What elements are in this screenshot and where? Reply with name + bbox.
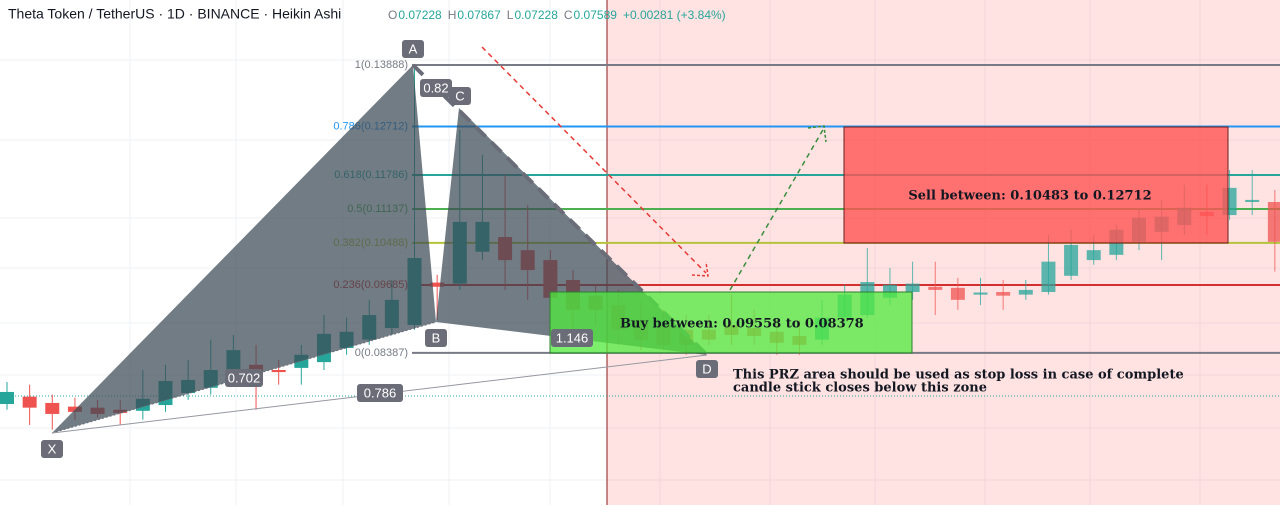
point-label: C — [455, 88, 464, 103]
point-label-box — [449, 87, 471, 105]
ratio-label-box — [357, 384, 403, 402]
ratio-label: 0.702 — [228, 370, 261, 385]
candle-body — [22, 396, 37, 408]
point-label-box — [696, 360, 718, 378]
point-label-box — [402, 40, 424, 58]
point-label-box — [41, 440, 63, 458]
symbol-title: Theta Token / TetherUS · 1D · BINANCE · … — [8, 6, 341, 22]
ratio-label: 0.82 — [423, 80, 448, 95]
buy-text: Buy between: 0.09558 to 0.08378 — [620, 317, 864, 332]
ratio-label: 1.146 — [556, 330, 589, 345]
point-label: D — [702, 361, 711, 376]
candle-body — [271, 369, 286, 373]
candle-body — [1245, 199, 1260, 202]
candle-body — [1064, 244, 1079, 276]
candle-body — [1018, 289, 1033, 295]
legend-value: 0.07867 — [457, 8, 501, 22]
sell-zone — [843, 126, 1229, 244]
ratio-label-box — [420, 79, 452, 97]
point-label-box — [425, 329, 447, 347]
candle-body — [1267, 202, 1280, 242]
legend-key: O — [388, 8, 397, 22]
candle-body — [0, 391, 14, 404]
note-line: This PRZ area should be used as stop los… — [733, 368, 1184, 383]
buy-zone — [549, 291, 913, 354]
candle-body — [996, 292, 1011, 296]
candle-body — [1086, 250, 1101, 261]
legend-key: C — [564, 8, 573, 22]
legend-key: L — [507, 8, 514, 22]
candle-body — [45, 402, 60, 414]
candle-body — [928, 286, 943, 290]
legend-value: 0.07228 — [514, 8, 558, 22]
note-line: candle stick closes below this zone — [733, 381, 987, 396]
legend-value: 0.07589 — [574, 8, 618, 22]
candle-body — [950, 287, 965, 300]
future-zone — [607, 0, 1280, 505]
sell-text: Sell between: 0.10483 to 0.12712 — [908, 189, 1151, 204]
candle-body — [905, 283, 920, 293]
candle-body — [67, 406, 82, 412]
point-label: X — [48, 441, 57, 456]
candle-body — [973, 292, 988, 295]
point-label: A — [409, 41, 418, 56]
fib-label: 1(0.13888) — [355, 59, 408, 71]
point-label: B — [432, 330, 441, 345]
ratio-label-box — [551, 329, 593, 347]
legend-value: 0.07228 — [398, 8, 442, 22]
ratio-label: 0.786 — [364, 385, 397, 400]
fib-label: 0(0.08387) — [355, 347, 408, 359]
legend-change: +0.00281 (+3.84%) — [623, 8, 726, 22]
candle-body — [430, 282, 445, 287]
candle-body — [1041, 261, 1056, 293]
ratio-label-box — [225, 369, 263, 387]
legend-key: H — [448, 8, 457, 22]
